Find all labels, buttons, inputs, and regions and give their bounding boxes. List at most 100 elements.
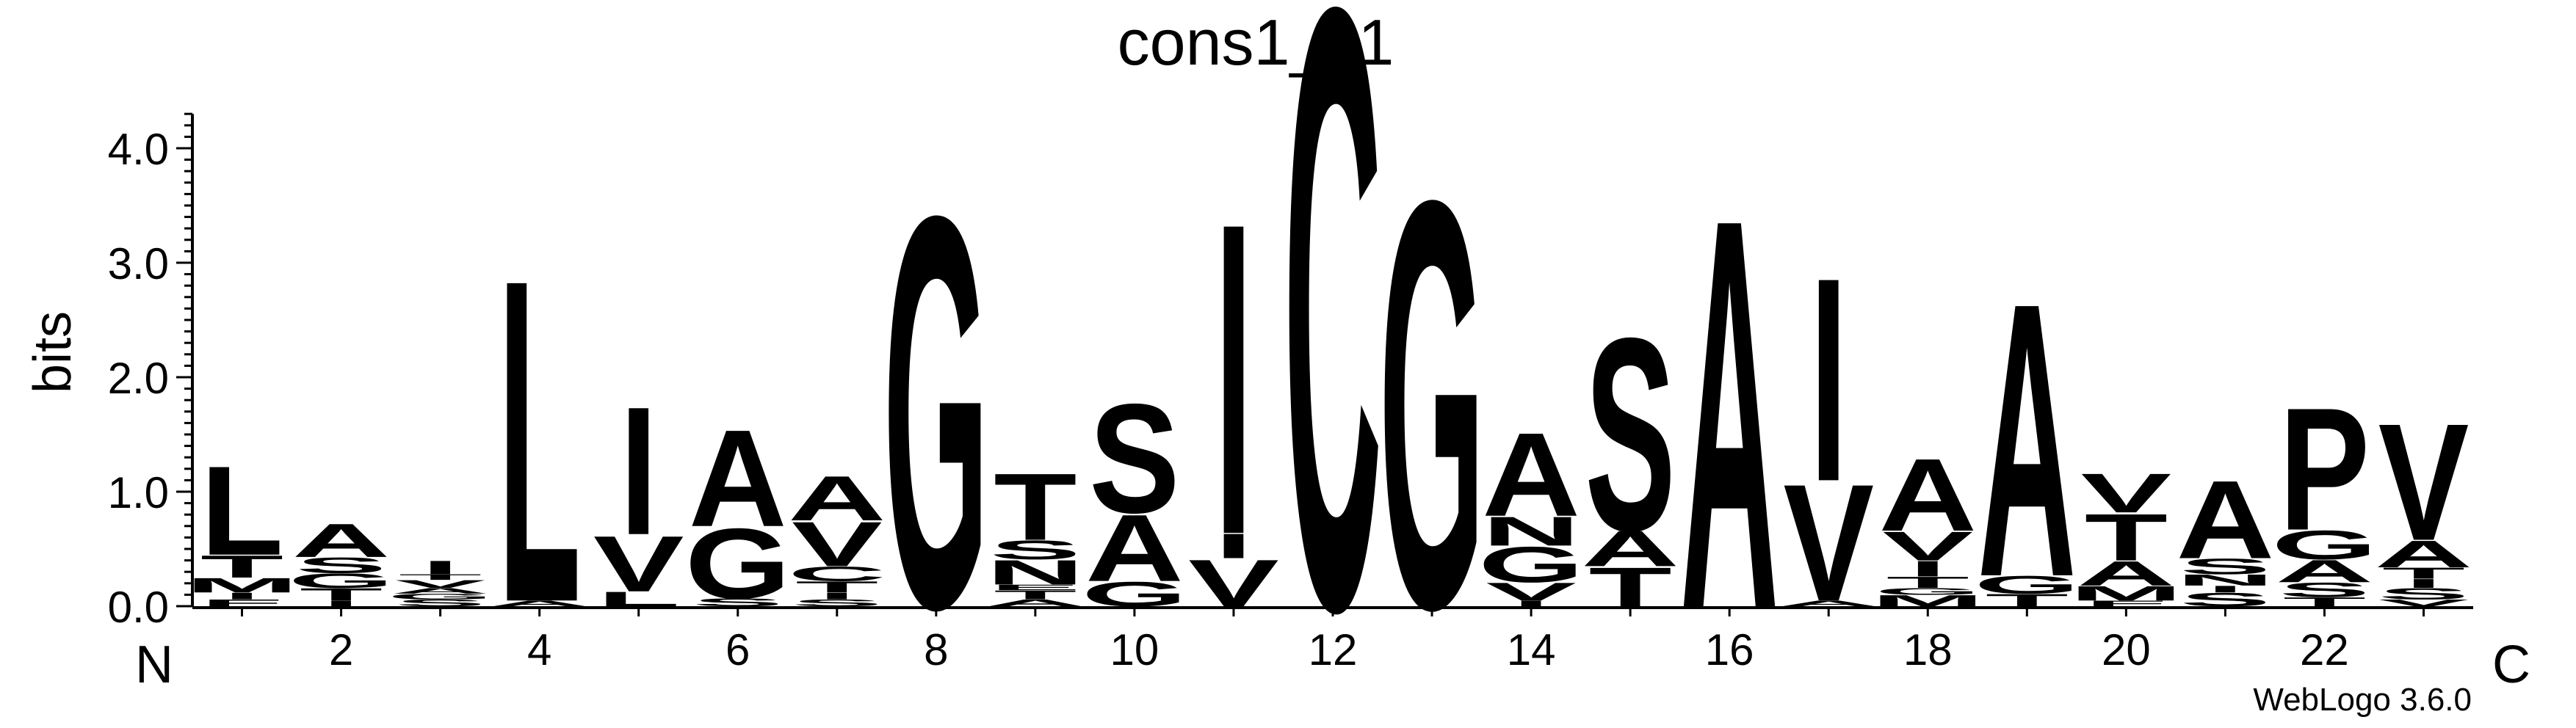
- logo-letter-a: A: [292, 514, 391, 567]
- software-credit: WebLogo 3.6.0: [2253, 682, 2472, 718]
- logo-letter-s: S: [792, 597, 883, 608]
- logo-letter-t: T: [2085, 500, 2168, 575]
- logo-letter-s: S: [395, 597, 486, 608]
- logo-letter-g: G: [883, 100, 989, 725]
- logo-letter-i: I: [1809, 217, 1847, 542]
- x-tick-label: 12: [1309, 625, 1358, 674]
- logo-letter-a: A: [986, 597, 1085, 608]
- logo-letter-v: V: [2378, 388, 2470, 575]
- x-tick-label: 10: [1110, 625, 1159, 674]
- logo-letter-i: I: [1909, 556, 1947, 581]
- logo-letter-l: L: [200, 440, 283, 582]
- logo-letter-t: T: [2382, 564, 2465, 582]
- logo-letter-t: T: [1886, 573, 1969, 591]
- c-terminus-label: C: [2492, 636, 2530, 694]
- y-tick-label: 2.0: [108, 354, 169, 403]
- logo-letter-g: G: [289, 569, 394, 592]
- logo-letter-a: A: [391, 586, 490, 595]
- x-tick-label: 4: [527, 625, 551, 674]
- logo-letter-n: N: [986, 553, 1085, 592]
- logo-letter-g: G: [1875, 586, 1980, 597]
- logo-letter-t: T: [399, 572, 482, 581]
- logo-letter-a: A: [1482, 407, 1580, 541]
- logo-letter-t: T: [200, 549, 283, 585]
- y-tick-label: 1.0: [108, 468, 169, 517]
- logo-letter-a: A: [2276, 553, 2374, 589]
- logo-letter-v: V: [1882, 523, 1973, 569]
- logo-letter-c: C: [788, 562, 886, 585]
- logo-letter-a: A: [788, 462, 886, 534]
- logo-letter-a: A: [1978, 222, 2076, 659]
- y-tick-label: 3.0: [108, 239, 169, 288]
- logo-letter-s: S: [296, 553, 387, 578]
- x-tick-label: 16: [1705, 625, 1754, 674]
- logo-letter-i: I: [223, 591, 261, 602]
- logo-letter-a: A: [1085, 495, 1184, 601]
- logo-letter-p: P: [2279, 372, 2370, 567]
- logo-letter-a: A: [1779, 599, 1878, 608]
- logo-letter-a: A: [1680, 102, 1779, 724]
- logo-letter-s: S: [2378, 585, 2470, 603]
- logo-letter-f: F: [200, 597, 283, 608]
- logo-letter-v: V: [395, 578, 486, 590]
- x-axis: 2 4 6 8 10 12 14 16 18 20 22: [192, 606, 2473, 674]
- logo-letter-v: V: [792, 509, 883, 580]
- logo-letter-i: I: [1215, 131, 1252, 628]
- chart-title: cons1_c1: [1118, 6, 1394, 79]
- logo-letter-m: M: [2069, 582, 2182, 605]
- logo-letter-g: G: [1379, 81, 1485, 728]
- logo-letter-t: T: [2283, 594, 2366, 608]
- logo-letter-s: S: [1089, 372, 1180, 546]
- logo-letter-a: A: [2077, 554, 2175, 593]
- logo-letter-g: G: [388, 592, 493, 601]
- y-axis-label: bits: [23, 311, 82, 393]
- x-tick-label: 6: [726, 625, 750, 674]
- logo-letter-a: A: [689, 401, 787, 556]
- logo-letter-g: G: [685, 509, 791, 620]
- logo-letter-i: I: [1512, 599, 1549, 608]
- logo-letter-a: A: [1581, 520, 1679, 577]
- logo-letter-c: C: [1284, 0, 1382, 728]
- logo-letter-s: S: [692, 596, 784, 608]
- x-tick-label: 14: [1507, 625, 1556, 674]
- logo-letter-n: N: [2177, 571, 2275, 589]
- logo-letter-n: N: [1482, 509, 1580, 555]
- x-tick-label: 18: [1903, 625, 1953, 674]
- logo-letter-g: G: [1478, 536, 1584, 593]
- logo-letter-s: S: [2180, 554, 2271, 579]
- logo-letter-g: G: [2271, 522, 2377, 568]
- n-terminus-label: N: [135, 636, 173, 694]
- logo-letter-t: T: [994, 454, 1077, 560]
- logo-letter-m: M: [185, 574, 298, 597]
- x-tick-label: 22: [2300, 625, 2349, 674]
- logo-letter-v: V: [1783, 449, 1874, 636]
- logo-letter-a: A: [2177, 457, 2275, 581]
- y-axis: 0.0 1.0 2.0 3.0 4.0: [108, 112, 194, 632]
- logo-letter-i: I: [620, 368, 657, 573]
- y-tick-label: 4.0: [108, 125, 169, 174]
- logo-letter-v: V: [1486, 578, 1577, 606]
- y-tick-label: 0.0: [108, 583, 169, 632]
- logo-letter-t: T: [300, 585, 383, 605]
- logo-letter-l: L: [498, 184, 581, 699]
- logo-letter-v: V: [2378, 597, 2470, 608]
- logo-letter-g: G: [1974, 571, 2080, 600]
- x-tick-label: 20: [2102, 625, 2151, 674]
- logo-letter-i: I: [2405, 576, 2442, 590]
- logo-letter-a: A: [1878, 437, 1977, 553]
- logo-letter-i: I: [422, 557, 459, 578]
- logo-letter-t: T: [994, 588, 1077, 602]
- logo-letter-v: V: [2081, 462, 2172, 524]
- logo-letter-s: S: [2279, 578, 2370, 601]
- logo-letter-s: S: [990, 535, 1081, 565]
- logo-letter-f: F: [2085, 599, 2168, 608]
- x-tick-label: 2: [329, 625, 353, 674]
- logo-letter-e: E: [990, 583, 1081, 592]
- logo-letter-a: A: [491, 599, 589, 608]
- x-tick-label: 8: [924, 625, 948, 674]
- logo-letter-t: T: [795, 578, 878, 596]
- logo-letter-a: A: [2375, 533, 2473, 575]
- logo-letter-v: V: [593, 520, 684, 609]
